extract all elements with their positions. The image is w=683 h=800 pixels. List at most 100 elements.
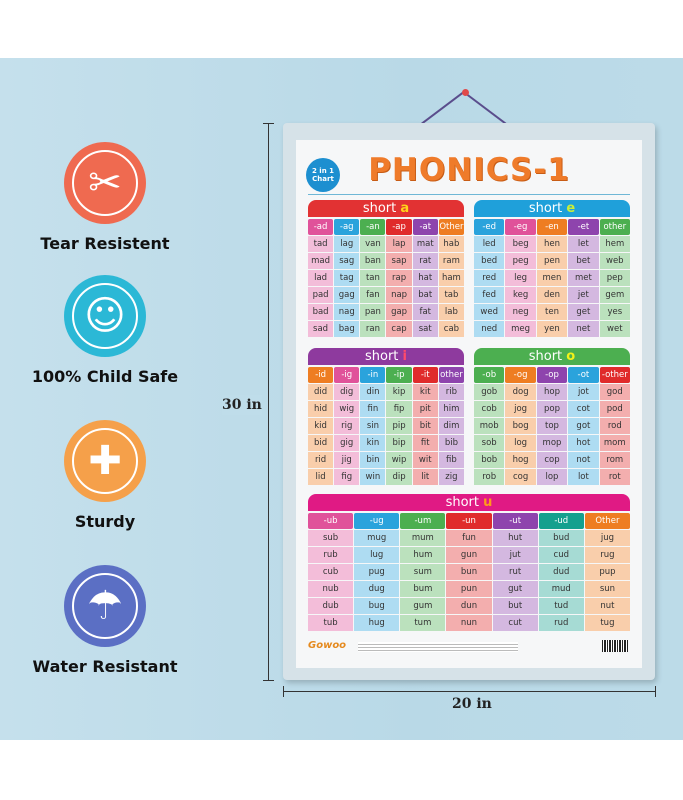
- title-vowel: u: [483, 495, 493, 510]
- word-cell: peg: [505, 253, 536, 269]
- word-cell: dog: [505, 384, 536, 400]
- word-cell: pen: [536, 253, 568, 269]
- word-cell: pip: [386, 418, 412, 434]
- column-header: -id: [308, 367, 334, 383]
- word-cell: zig: [438, 469, 464, 485]
- word-cell: ten: [536, 304, 568, 320]
- word-cell: rud: [538, 615, 584, 631]
- word-cell: wit: [412, 452, 438, 468]
- column-header: other: [438, 367, 464, 383]
- word-cell: fan: [360, 287, 386, 303]
- height-label: 30 in: [222, 395, 262, 415]
- word-cell: cap: [386, 321, 412, 337]
- word-cell: cud: [538, 547, 584, 563]
- word-cell: kit: [412, 384, 438, 400]
- word-cell: rob: [474, 469, 505, 485]
- dimension-tick: [263, 123, 274, 124]
- title-vowel: o: [566, 349, 576, 364]
- column-header: -et: [568, 219, 599, 235]
- two-in-one-badge: 2 in 1 Chart: [306, 158, 340, 192]
- column-header: -other: [599, 367, 630, 383]
- column-header: -it: [412, 367, 438, 383]
- column-header: -ub: [308, 513, 354, 529]
- word-cell: dug: [354, 581, 400, 597]
- word-cell: sag: [334, 253, 360, 269]
- column-header: -ag: [334, 219, 360, 235]
- word-cell: tab: [438, 287, 464, 303]
- word-cell: fig: [334, 469, 360, 485]
- word-cell: lit: [412, 469, 438, 485]
- feature-label: 100% Child Safe: [31, 367, 179, 386]
- word-cell: ned: [474, 321, 505, 337]
- word-cell: fin: [360, 401, 386, 417]
- word-cell: yen: [536, 321, 568, 337]
- word-cell: rap: [386, 270, 412, 286]
- word-cell: tud: [538, 598, 584, 614]
- feature-3: ☂ Water Resistant: [0, 565, 210, 676]
- word-cell: mum: [400, 530, 446, 546]
- word-cell: keg: [505, 287, 536, 303]
- word-cell: bud: [538, 530, 584, 546]
- title-prefix: short: [445, 495, 484, 510]
- word-cell: fit: [412, 435, 438, 451]
- column-header: -ud: [538, 513, 584, 529]
- column-header: -eg: [505, 219, 536, 235]
- dimension-tick: [655, 686, 656, 697]
- word-cell: rom: [599, 452, 630, 468]
- column-header: -ug: [354, 513, 400, 529]
- word-cell: gem: [599, 287, 630, 303]
- word-cell: cog: [505, 469, 536, 485]
- word-cell: jog: [505, 401, 536, 417]
- word-cell: pup: [584, 564, 630, 580]
- word-cell: hog: [505, 452, 536, 468]
- word-cell: met: [568, 270, 599, 286]
- word-cell: jug: [584, 530, 630, 546]
- column-header: Other: [438, 219, 464, 235]
- word-cell: wig: [334, 401, 360, 417]
- word-cell: bug: [354, 598, 400, 614]
- word-cell: led: [474, 236, 505, 252]
- word-cell: him: [438, 401, 464, 417]
- word-cell: nut: [584, 598, 630, 614]
- column-header: -ed: [474, 219, 505, 235]
- word-cell: sum: [400, 564, 446, 580]
- word-cell: bat: [412, 287, 438, 303]
- word-cell: lad: [308, 270, 334, 286]
- word-cell: jet: [568, 287, 599, 303]
- word-cell: ham: [438, 270, 464, 286]
- word-cell: rut: [492, 564, 538, 580]
- word-cell: bid: [308, 435, 334, 451]
- word-cell: bet: [568, 253, 599, 269]
- word-cell: hen: [536, 236, 568, 252]
- word-cell: pun: [446, 581, 492, 597]
- word-cell: pod: [599, 401, 630, 417]
- word-cell: wip: [386, 452, 412, 468]
- column-header: Other: [584, 513, 630, 529]
- word-cell: nag: [334, 304, 360, 320]
- table-title: short e: [474, 200, 630, 217]
- table-title: short o: [474, 348, 630, 365]
- title-divider: [308, 194, 630, 195]
- word-cell: god: [599, 384, 630, 400]
- column-header: -en: [536, 219, 568, 235]
- word-cell: rib: [438, 384, 464, 400]
- word-cell: hid: [308, 401, 334, 417]
- title-vowel: a: [400, 201, 410, 216]
- table-title: short a: [308, 200, 464, 217]
- word-cell: bit: [412, 418, 438, 434]
- word-cell: net: [568, 321, 599, 337]
- word-cell: hug: [354, 615, 400, 631]
- word-cell: win: [360, 469, 386, 485]
- word-cell: fip: [386, 401, 412, 417]
- poster-title: PHONICS-1: [368, 152, 570, 188]
- word-cell: wet: [599, 321, 630, 337]
- word-cell: leg: [505, 270, 536, 286]
- word-cell: mug: [354, 530, 400, 546]
- title-prefix: short: [364, 349, 403, 364]
- word-cell: rid: [308, 452, 334, 468]
- word-cell: kip: [386, 384, 412, 400]
- table-short-u: short u -ub -ug -um -un -ut -ud Other sub mug mum f…: [308, 494, 630, 631]
- word-cell: gun: [446, 547, 492, 563]
- word-cell: bob: [474, 452, 505, 468]
- title-prefix: short: [362, 201, 401, 216]
